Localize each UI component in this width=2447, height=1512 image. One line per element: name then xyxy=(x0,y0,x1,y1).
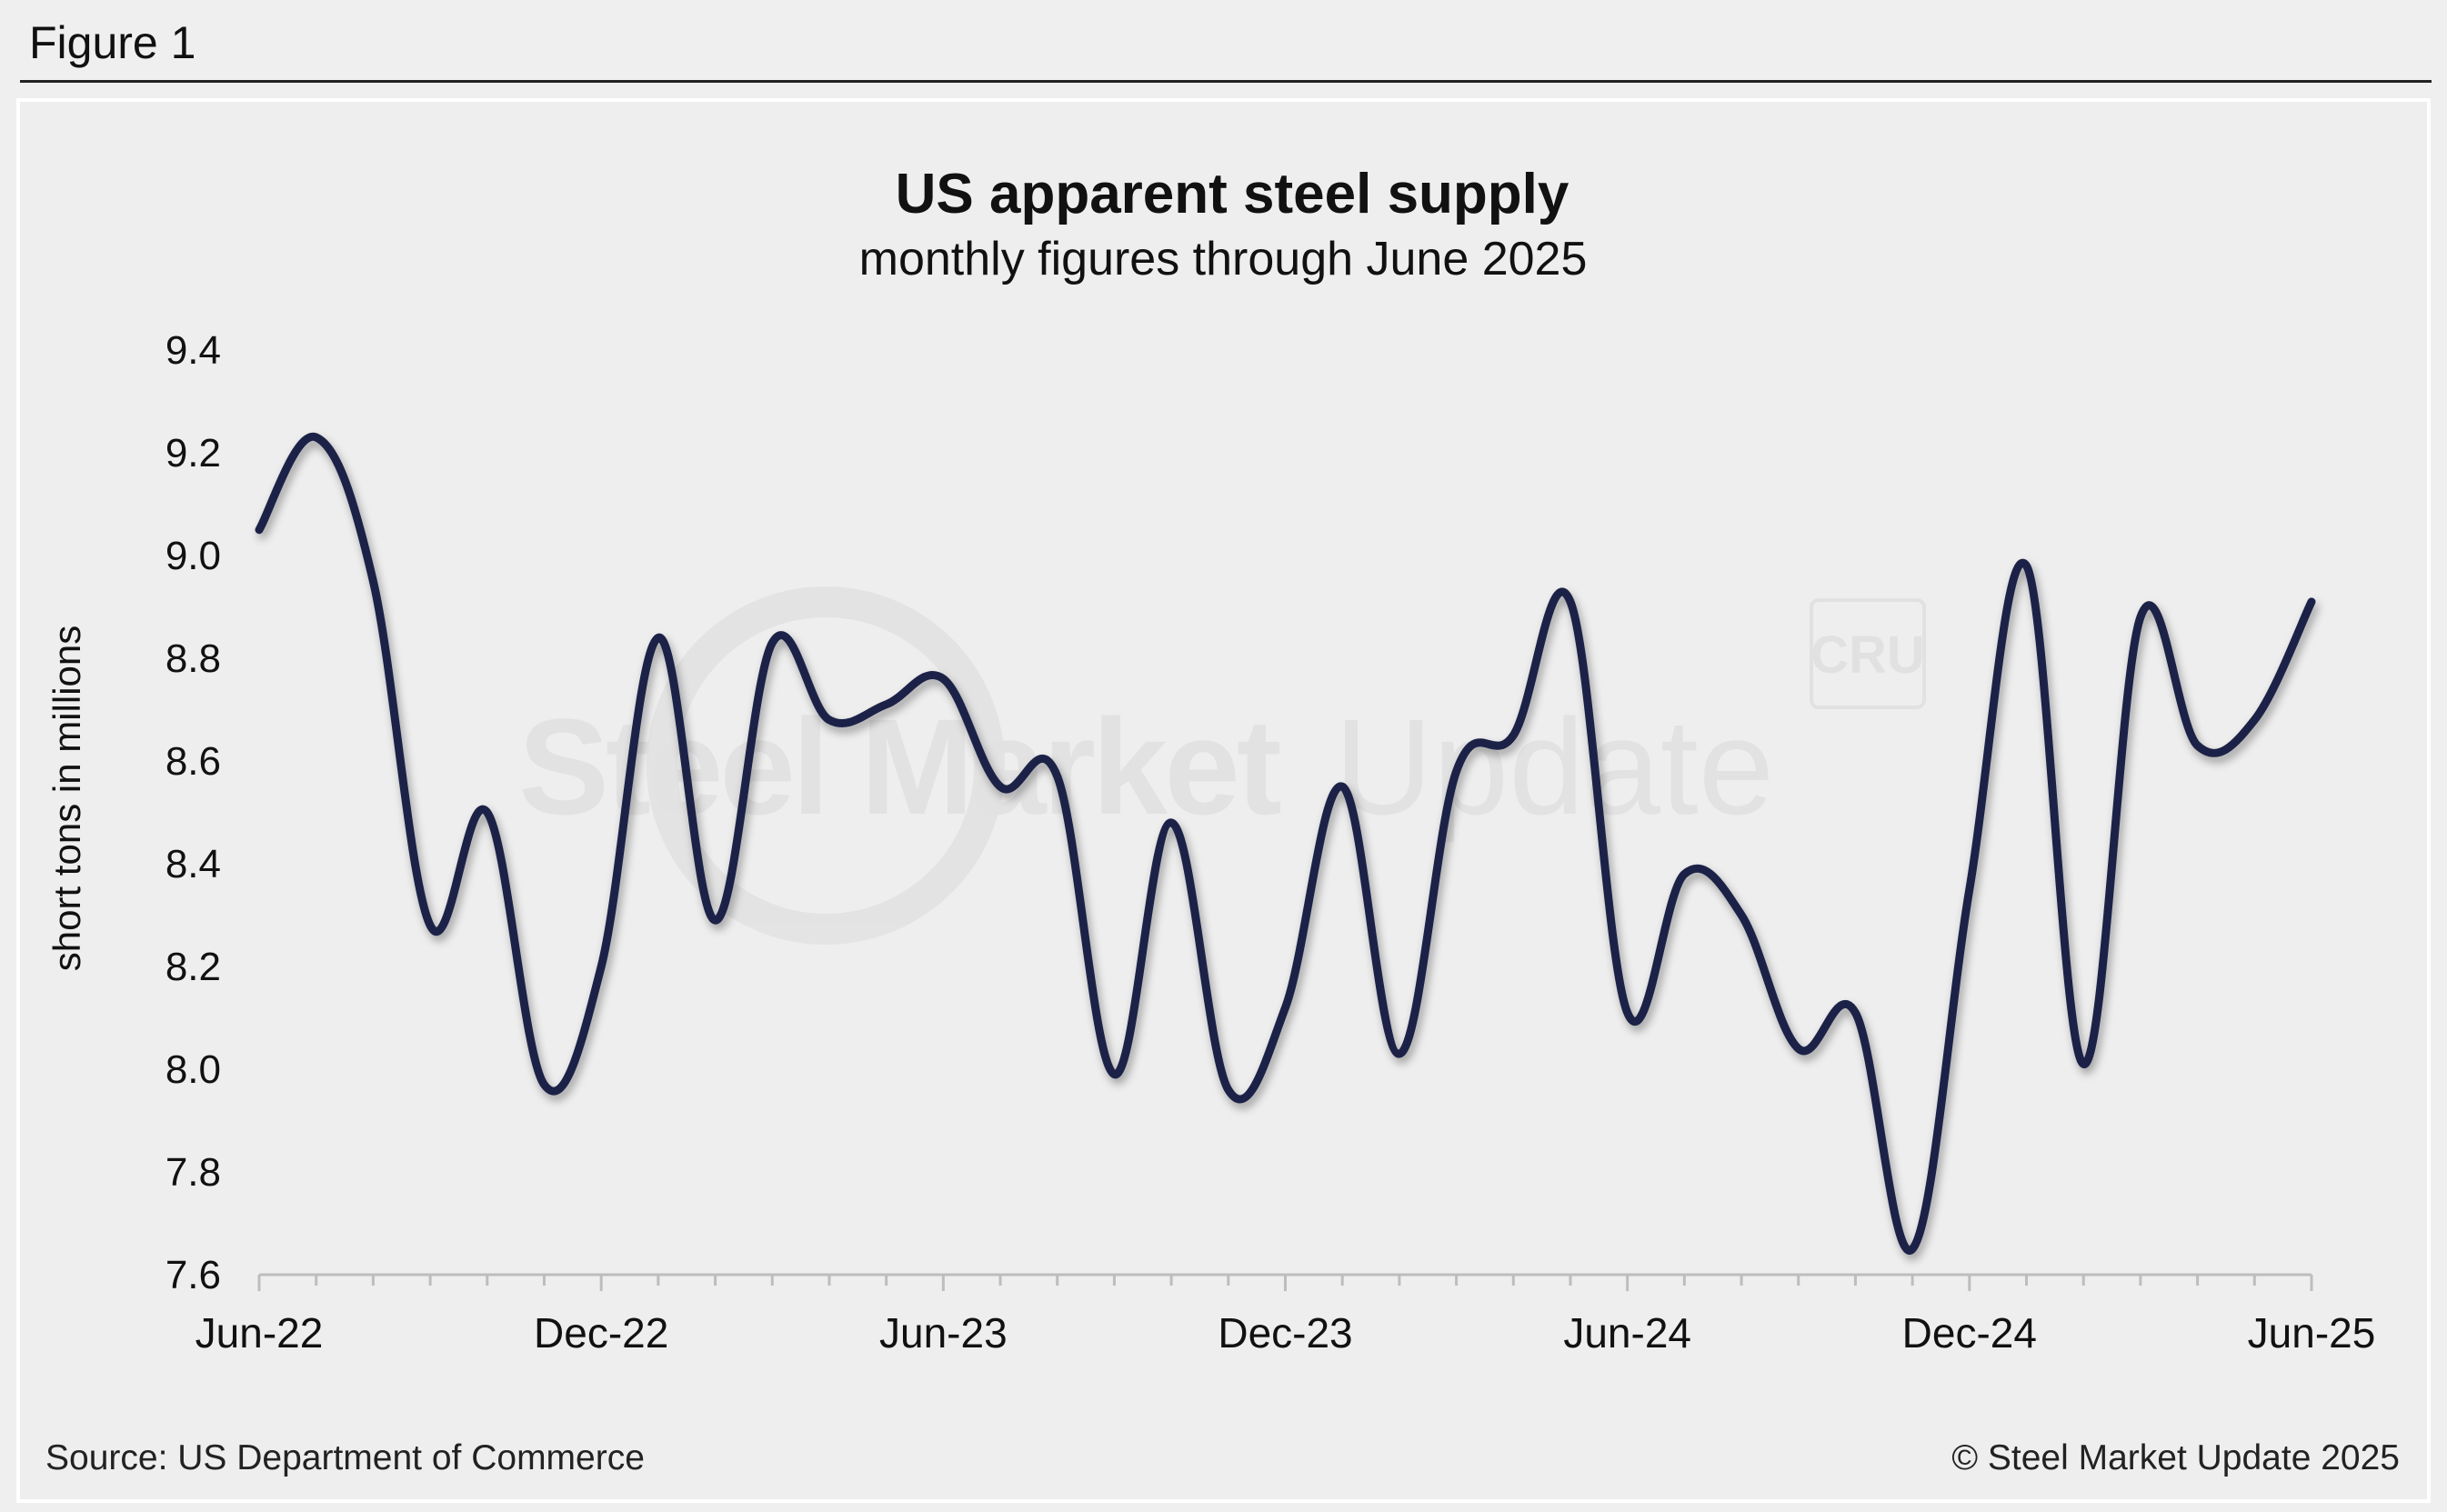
y-tick-label: 8.8 xyxy=(165,636,221,681)
cru-logo-text: CRU xyxy=(1810,626,1925,685)
figure-divider xyxy=(20,80,2432,83)
figure-label: Figure 1 xyxy=(29,17,196,68)
y-tick-label: 7.8 xyxy=(165,1150,221,1195)
x-tick-label: Dec-24 xyxy=(1902,1309,2037,1357)
x-tick-label: Jun-24 xyxy=(1563,1309,1691,1357)
data-point-Apr-25 xyxy=(2194,742,2201,749)
y-tick-label: 8.2 xyxy=(165,945,221,989)
data-point-Mar-25 xyxy=(2137,614,2144,621)
data-point-Jul-23 xyxy=(997,783,1004,790)
y-tick-label: 8.6 xyxy=(165,739,221,784)
data-point-Apr-23 xyxy=(826,716,833,724)
y-axis-label: short tons in millions xyxy=(45,626,88,971)
x-tick-label: Jun-22 xyxy=(196,1309,324,1357)
data-point-Aug-24 xyxy=(1738,912,1745,919)
data-point-Dec-24 xyxy=(1966,886,1973,893)
y-tick-label: 9.0 xyxy=(165,534,221,578)
x-tick-label: Jun-23 xyxy=(879,1309,1008,1357)
chart-title: US apparent steel supply xyxy=(896,163,1569,225)
data-point-Feb-25 xyxy=(2080,1060,2087,1067)
copyright-note: © Steel Market Update 2025 xyxy=(1951,1438,2400,1477)
data-point-Aug-22 xyxy=(369,577,376,585)
y-tick-label: 9.4 xyxy=(165,328,221,373)
y-tick-label: 8.0 xyxy=(165,1047,221,1092)
y-tick-label: 9.2 xyxy=(165,431,221,476)
watermark-text-bold: Steel Market xyxy=(518,690,1281,843)
watermark-text: Steel Market Update xyxy=(518,690,1774,843)
data-point-Jan-25 xyxy=(2023,562,2031,569)
data-point-Jan-23 xyxy=(655,634,662,641)
watermark-text-light: Update xyxy=(1334,690,1774,843)
data-point-Feb-24 xyxy=(1396,1050,1403,1057)
data-point-Dec-23 xyxy=(1282,1004,1289,1011)
data-point-Jun-22 xyxy=(256,526,263,534)
data-point-May-23 xyxy=(883,701,890,708)
y-axis: 7.6 7.8 8.0 8.2 8.4 8.6 8.8 9.0 9.2 9.4 xyxy=(165,328,221,1297)
series-line-us-apparent-steel-supply xyxy=(255,432,2316,1255)
y-tick-label: 7.6 xyxy=(165,1253,221,1297)
watermark: Steel Market Update CRU xyxy=(518,586,1926,945)
data-point-Feb-23 xyxy=(712,916,719,924)
data-point-Oct-22 xyxy=(484,809,491,816)
data-point-May-25 xyxy=(2251,716,2258,724)
series-layer xyxy=(255,432,2316,1255)
chart-panel xyxy=(16,98,2431,1503)
data-point-Nov-24 xyxy=(1909,1246,1916,1253)
data-point-Nov-23 xyxy=(1225,1086,1232,1094)
data-point-Sep-24 xyxy=(1795,1045,1802,1052)
data-point-May-24 xyxy=(1567,598,1574,606)
data-point-Dec-22 xyxy=(597,963,605,970)
data-point-Aug-23 xyxy=(1054,773,1061,780)
data-point-Nov-22 xyxy=(540,1081,547,1088)
data-point-Jul-24 xyxy=(1680,870,1688,877)
data-point-Jan-24 xyxy=(1339,783,1346,790)
data-point-Sep-22 xyxy=(426,922,434,929)
source-note: Source: US Department of Commerce xyxy=(45,1438,645,1477)
cru-logo-icon xyxy=(1810,598,1926,709)
x-tick-label: Jun-25 xyxy=(2248,1309,2376,1357)
chart-subtitle: monthly figures through June 2025 xyxy=(859,233,1588,285)
y-tick-label: 8.4 xyxy=(165,842,221,886)
data-point-Oct-23 xyxy=(1168,819,1175,826)
data-point-Jun-25 xyxy=(2308,598,2315,606)
x-tick-label: Dec-23 xyxy=(1218,1309,1352,1357)
data-point-Jun-23 xyxy=(939,676,947,683)
data-point-Sep-23 xyxy=(1110,1071,1118,1078)
data-point-Oct-24 xyxy=(1851,1009,1859,1016)
data-point-Mar-23 xyxy=(768,639,776,646)
data-point-Mar-24 xyxy=(1453,767,1460,775)
x-tick-label: Dec-22 xyxy=(534,1309,668,1357)
data-point-Apr-24 xyxy=(1509,732,1517,739)
data-point-Jun-24 xyxy=(1624,1009,1631,1016)
x-axis: Jun-22 Dec-22 Jun-23 Dec-23 Jun-24 Dec-24 Jun-… xyxy=(196,1273,2376,1357)
data-point-Jul-22 xyxy=(313,434,320,441)
